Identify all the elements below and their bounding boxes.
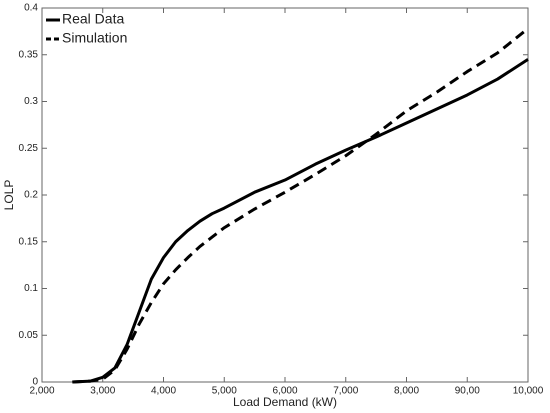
x-tick-label: 10,000 <box>513 386 544 397</box>
x-tick-label: 7,000 <box>333 386 358 397</box>
legend-label: Simulation <box>62 30 127 46</box>
x-tick-label: 4,000 <box>151 386 176 397</box>
series-line <box>72 58 529 384</box>
x-tick-label: 2,000 <box>29 386 54 397</box>
y-tick-label: 0.05 <box>19 330 39 341</box>
y-tick-label: 0 <box>32 377 38 388</box>
x-tick-label: 8,000 <box>394 386 419 397</box>
y-tick-label: 0.25 <box>19 143 39 154</box>
x-tick-label: 90,00 <box>455 386 480 397</box>
series-line <box>72 27 529 384</box>
x-tick-label: 5,000 <box>212 386 237 397</box>
y-axis-label: LOLP <box>2 180 16 211</box>
y-tick-label: 0.2 <box>24 190 38 201</box>
x-tick-label: 6,000 <box>272 386 297 397</box>
x-axis-label: Load Demand (kW) <box>233 395 337 409</box>
y-tick-label: 0.35 <box>19 49 39 60</box>
y-tick-label: 0.3 <box>24 96 38 107</box>
plot-frame <box>41 7 529 383</box>
y-tick-label: 0.4 <box>24 3 38 14</box>
legend-label: Real Data <box>62 11 124 27</box>
y-tick-label: 0.1 <box>24 283 38 294</box>
y-tick-label: 0.15 <box>19 236 39 247</box>
x-tick-label: 3,000 <box>90 386 115 397</box>
